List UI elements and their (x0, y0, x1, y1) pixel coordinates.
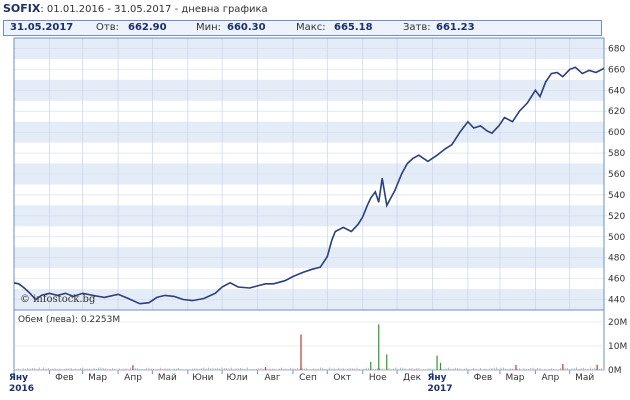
volume-tick-label: 20M (608, 318, 627, 328)
month-label: Яну (427, 373, 446, 383)
price-tick-label: 680 (608, 44, 625, 54)
max-value: 665.18 (334, 22, 373, 33)
month-label: Май (575, 373, 594, 383)
price-tick-label: 540 (608, 191, 625, 201)
quote-date: 31.05.2017 (10, 22, 74, 33)
close-value: 661.23 (436, 22, 475, 33)
price-tick-label: 480 (608, 254, 625, 264)
month-label: Юли (226, 373, 247, 383)
chart-header: SOFIX: 01.01.2016 - 31.05.2017 - дневна … (3, 2, 268, 18)
price-series-line (13, 66, 605, 305)
month-label: Фев (55, 373, 74, 383)
date-range: : 01.01.2016 - 31.05.2017 - дневна графи… (40, 4, 268, 15)
max-label: Макс: (296, 22, 326, 33)
month-label: Ное (369, 373, 387, 383)
month-label: Сеп (299, 373, 317, 383)
year-label: 2017 (427, 384, 452, 394)
month-label: Фев (474, 373, 493, 383)
volume-label: Обем (лева): 0.2253M (18, 315, 120, 325)
min-label: Мин: (196, 22, 222, 33)
open-label: Отв: (96, 22, 119, 33)
month-label: Апр (542, 373, 560, 383)
watermark: © infostock.bg (20, 294, 96, 305)
price-tick-label: 440 (608, 296, 625, 306)
min-value: 660.30 (227, 22, 266, 33)
index-symbol: SOFIX (3, 2, 41, 15)
price-tick-label: 600 (608, 128, 625, 138)
month-label: Яну (9, 373, 28, 383)
month-label: Юни (192, 373, 214, 383)
price-tick-label: 640 (608, 86, 625, 96)
price-tick-label: 460 (608, 275, 625, 285)
price-tick-label: 580 (608, 149, 625, 159)
month-label: Мар (505, 373, 524, 383)
month-label: Апр (124, 373, 142, 383)
price-tick-label: 620 (608, 107, 625, 117)
price-tick-label: 500 (608, 233, 625, 243)
month-label: Окт (333, 373, 351, 383)
quote-info-bar: 31.05.2017 Отв: 662.90 Мин: 660.30 Макс:… (3, 20, 602, 36)
year-label: 2016 (9, 384, 34, 394)
volume-panel-frame (13, 309, 605, 371)
month-label: Авг (264, 373, 280, 383)
price-tick-label: 660 (608, 65, 625, 75)
price-tick-label: 520 (608, 212, 625, 222)
price-tick-label: 560 (608, 170, 625, 180)
close-label: Затв: (403, 22, 431, 33)
month-label: Дек (403, 373, 422, 383)
volume-tick-label: 10M (608, 342, 627, 352)
month-label: Мар (88, 373, 107, 383)
open-value: 662.90 (128, 22, 167, 33)
month-label: Май (158, 373, 177, 383)
volume-tick-label: 0M (608, 366, 622, 376)
